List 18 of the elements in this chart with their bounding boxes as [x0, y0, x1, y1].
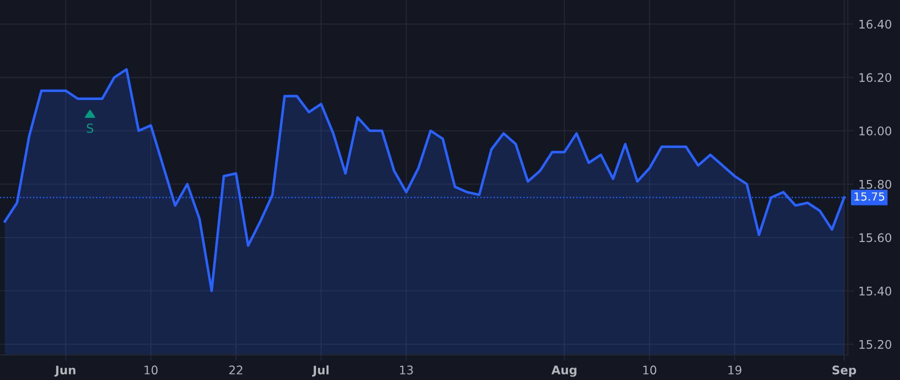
x-tick-label: Aug [551, 366, 576, 377]
y-tick-label: 15.60 [860, 233, 892, 242]
y-tick-label: 15.40 [860, 286, 892, 296]
ref-line-label: 15.75 [854, 192, 884, 201]
y-tick-label: 15.80 [860, 180, 892, 189]
x-tick-label: Sep [832, 366, 856, 377]
x-tick-label: Jul [312, 365, 329, 377]
x-tick-label: 10 [643, 366, 656, 374]
x-tick-label: 22 [229, 366, 242, 374]
x-tick-label: 19 [728, 366, 742, 374]
y-tick-label: 16.20 [860, 73, 892, 82]
y-tick-label: 15.20 [860, 340, 892, 349]
annotation: S [86, 123, 94, 133]
x-tick-label: 10 [144, 366, 158, 374]
y-tick-label: 16.00 [860, 126, 892, 136]
y-tick-label: 16.40 [860, 20, 892, 29]
x-tick-label: Jun [54, 366, 76, 377]
x-tick-label: 13 [400, 366, 413, 374]
